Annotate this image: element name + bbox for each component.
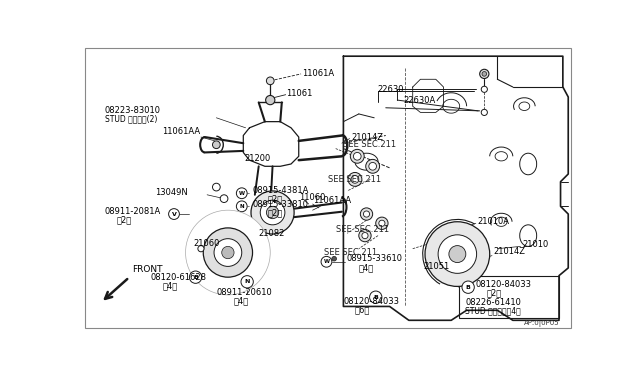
- Circle shape: [359, 230, 371, 242]
- Text: STUD スタッド(2): STUD スタッド(2): [105, 114, 157, 123]
- Text: 08120-84033: 08120-84033: [476, 280, 532, 289]
- Polygon shape: [199, 216, 228, 244]
- Circle shape: [198, 246, 204, 252]
- Text: 22630A: 22630A: [403, 96, 436, 105]
- Text: 08915-4381A: 08915-4381A: [253, 186, 309, 195]
- Text: 08120-84033: 08120-84033: [344, 297, 399, 306]
- Circle shape: [266, 96, 275, 105]
- Text: W: W: [323, 259, 330, 264]
- Circle shape: [364, 211, 369, 217]
- Text: （4）: （4）: [163, 281, 178, 290]
- Circle shape: [348, 173, 362, 186]
- Circle shape: [350, 150, 364, 163]
- Text: 21014Z: 21014Z: [493, 247, 525, 256]
- Text: 08915-33610: 08915-33610: [346, 254, 403, 263]
- Circle shape: [351, 176, 359, 183]
- Bar: [459, 276, 559, 318]
- Text: （2）: （2）: [268, 208, 283, 217]
- Circle shape: [168, 209, 179, 219]
- Circle shape: [241, 276, 253, 288]
- Circle shape: [362, 232, 368, 239]
- Circle shape: [369, 291, 382, 303]
- Text: W: W: [239, 191, 245, 196]
- Text: FRONT: FRONT: [132, 265, 162, 274]
- Text: SEE SEC.211: SEE SEC.211: [324, 248, 377, 257]
- Circle shape: [425, 222, 490, 286]
- Text: 21010: 21010: [522, 240, 548, 249]
- Text: 21010A: 21010A: [477, 217, 509, 226]
- Circle shape: [360, 208, 372, 220]
- Polygon shape: [237, 249, 265, 279]
- Circle shape: [481, 86, 488, 92]
- Circle shape: [365, 159, 380, 173]
- Circle shape: [214, 239, 242, 266]
- Circle shape: [266, 206, 279, 219]
- Text: 08223-83010: 08223-83010: [105, 106, 161, 115]
- Text: 11061A: 11061A: [302, 70, 334, 78]
- Text: 08915-33810: 08915-33810: [253, 199, 308, 209]
- Circle shape: [266, 77, 274, 85]
- Text: SEE SEC.211: SEE SEC.211: [336, 225, 389, 234]
- Text: 11060: 11060: [299, 193, 325, 202]
- Text: N: N: [239, 204, 244, 209]
- Text: B: B: [373, 295, 378, 300]
- Text: N: N: [244, 279, 250, 284]
- Text: 11061: 11061: [287, 89, 313, 99]
- Text: 11061AA: 11061AA: [312, 196, 351, 205]
- Circle shape: [321, 256, 332, 267]
- Circle shape: [376, 217, 388, 230]
- Text: （4）: （4）: [234, 296, 250, 305]
- Text: （2）: （2）: [268, 194, 283, 203]
- Circle shape: [353, 153, 361, 160]
- Text: B: B: [466, 285, 470, 290]
- Circle shape: [186, 210, 270, 295]
- Circle shape: [438, 235, 477, 273]
- Text: 21051: 21051: [424, 262, 450, 271]
- Circle shape: [481, 109, 488, 115]
- Text: 08120-61628: 08120-61628: [151, 273, 207, 282]
- Circle shape: [379, 220, 385, 226]
- Circle shape: [462, 281, 474, 294]
- Text: SEE SEC.211: SEE SEC.211: [328, 175, 381, 184]
- Text: V: V: [172, 212, 177, 217]
- Circle shape: [236, 201, 247, 212]
- Circle shape: [221, 246, 234, 259]
- Text: 11061AA: 11061AA: [163, 127, 200, 136]
- Circle shape: [212, 183, 220, 191]
- Circle shape: [220, 195, 228, 202]
- Circle shape: [189, 271, 202, 283]
- Circle shape: [449, 246, 466, 263]
- Text: 08911-2081A: 08911-2081A: [105, 207, 161, 216]
- Text: （6）: （6）: [355, 306, 371, 315]
- Circle shape: [482, 71, 486, 76]
- Text: （2）: （2）: [486, 289, 502, 298]
- Circle shape: [204, 228, 253, 277]
- Polygon shape: [191, 243, 217, 274]
- Text: SEE SEC.211: SEE SEC.211: [344, 140, 397, 149]
- Text: STUD スタッド（4）: STUD スタッド（4）: [465, 307, 521, 315]
- Circle shape: [369, 163, 376, 170]
- Circle shape: [332, 256, 337, 261]
- Circle shape: [236, 188, 247, 199]
- Text: 08226-61410: 08226-61410: [465, 298, 521, 307]
- Text: B: B: [193, 275, 198, 280]
- Text: （2）: （2）: [116, 216, 131, 225]
- Text: 13049N: 13049N: [155, 188, 188, 197]
- Text: AP:0|0P05: AP:0|0P05: [524, 320, 560, 327]
- Text: 22630: 22630: [378, 85, 404, 94]
- Text: 21200: 21200: [245, 154, 271, 163]
- Circle shape: [212, 141, 220, 148]
- Text: 21060: 21060: [193, 239, 220, 248]
- Circle shape: [260, 200, 285, 225]
- Circle shape: [480, 69, 489, 78]
- Text: 08911-20610: 08911-20610: [216, 288, 272, 297]
- Circle shape: [251, 191, 294, 234]
- Text: 21082: 21082: [259, 229, 285, 238]
- Polygon shape: [209, 264, 241, 289]
- Polygon shape: [231, 217, 262, 247]
- Text: （4）: （4）: [359, 263, 374, 272]
- Text: 21014Z: 21014Z: [351, 132, 383, 141]
